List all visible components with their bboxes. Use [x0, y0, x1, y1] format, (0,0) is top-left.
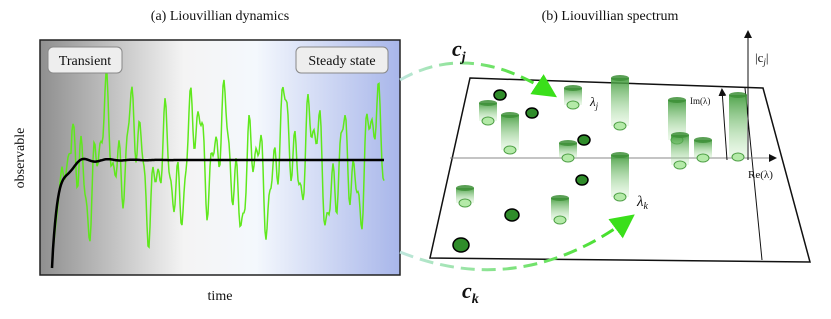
- label-part: λ: [589, 94, 596, 109]
- cylinder-body: [501, 115, 519, 150]
- eigenvalue-dot: [504, 208, 520, 222]
- panel-a-title: (a) Liouvillian dynamics: [151, 9, 289, 24]
- cylinder-top: [501, 112, 519, 118]
- eigenvalue-dot: [575, 174, 589, 186]
- cylinder-top: [694, 137, 712, 143]
- label-part: |c: [755, 50, 764, 65]
- y-axis-label: observable: [13, 128, 28, 189]
- cylinder-top: [611, 75, 629, 81]
- region-box: [47, 46, 123, 74]
- eigenvalue-dot: [493, 89, 507, 101]
- cylinder-top: [564, 85, 582, 91]
- spectrum: [452, 75, 747, 253]
- eigenvalue-label: λj: [589, 94, 599, 111]
- label-sub: j: [762, 57, 766, 67]
- cylinder-top: [559, 140, 577, 146]
- cylinder-base: [503, 145, 517, 155]
- cylinder-base: [613, 121, 627, 131]
- coefficient-label: ck: [462, 278, 479, 307]
- label-part: c: [462, 278, 472, 303]
- cylinder-base: [481, 116, 495, 126]
- cylinder-top: [479, 100, 497, 106]
- cylinder-top: [729, 92, 747, 98]
- label-sub: k: [472, 292, 479, 307]
- cylinder-body: [729, 95, 747, 157]
- cylinder-top: [456, 185, 474, 191]
- cylinder-base: [458, 198, 472, 208]
- cylinder-top: [551, 195, 569, 201]
- cylinder-body: [564, 88, 582, 105]
- eigenvalue-dot: [525, 107, 539, 119]
- cylinder-body: [611, 155, 629, 197]
- eigenvalue-dot: [577, 134, 591, 146]
- region-box: [295, 46, 389, 74]
- cylinder-base: [553, 215, 567, 225]
- im-label: Im(λ): [690, 96, 710, 106]
- label-sub: k: [644, 201, 649, 212]
- averaged-trajectory: [50, 157, 384, 269]
- cylinder-top: [671, 132, 689, 138]
- label-sub: j: [595, 101, 599, 111]
- arrow-ck: [399, 214, 635, 272]
- label-part: |: [766, 50, 769, 65]
- curves: [50, 70, 385, 269]
- im-axis: [718, 88, 728, 161]
- panel-b-title: (b) Liouvillian spectrum: [542, 9, 679, 24]
- eigenvalue-label: λk: [636, 194, 649, 212]
- cylinder-body: [456, 188, 474, 203]
- noisy-trajectory: [51, 70, 385, 269]
- cylinder-body: [551, 198, 569, 220]
- label-part: λ: [636, 194, 644, 210]
- coefficient-label: cj: [452, 36, 466, 65]
- region-label: Transient: [59, 54, 111, 69]
- cylinder-base: [566, 100, 580, 110]
- cylinder-top: [668, 97, 686, 103]
- eigenvalue-dot: [452, 237, 470, 253]
- cylinder-base: [731, 152, 745, 162]
- arrow-cj: [399, 61, 558, 98]
- cylinder-base: [561, 153, 575, 163]
- magnitude-label: |cj|: [755, 50, 769, 67]
- label-part: c: [452, 36, 462, 61]
- cylinder-base: [613, 192, 627, 202]
- cylinder-body: [694, 140, 712, 158]
- label-sub: j: [460, 50, 466, 65]
- cylinder-body: [668, 100, 686, 140]
- cylinder-body: [671, 135, 689, 165]
- re-label: Re(λ): [748, 169, 773, 181]
- cylinder-body: [479, 103, 497, 121]
- region-label: Steady state: [308, 54, 375, 69]
- cylinder-body: [611, 78, 629, 126]
- cylinder-body: [559, 143, 577, 158]
- cylinder-top: [611, 152, 629, 158]
- cylinder-base: [696, 153, 710, 163]
- cylinder-base: [673, 160, 687, 170]
- x-axis-label: time: [208, 289, 233, 304]
